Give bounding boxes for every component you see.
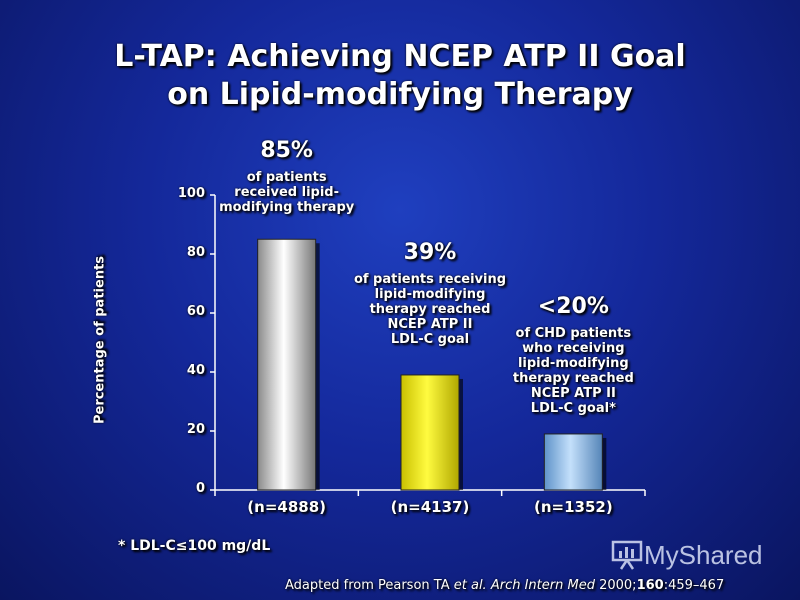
value-label: <20% (537, 294, 609, 319)
y-tick-label: 80 (186, 245, 205, 260)
bar (543, 433, 603, 491)
bar-annotation-line: therapy reached (369, 302, 491, 317)
x-category-label: (n=1352) (533, 498, 613, 516)
watermark-logo: MyShared (610, 538, 763, 572)
source-prefix: Adapted from Pearson TA (285, 578, 454, 593)
bar (400, 374, 460, 491)
source-volume: 160 (636, 578, 664, 593)
y-tick-label: 0 (195, 481, 205, 496)
bar-annotation-line: lipid-modifying (517, 356, 629, 371)
source-journal: Arch Intern Med (486, 578, 595, 593)
bar-annotation-line: of patients receiving (353, 272, 507, 287)
bar-annotation-line: who receiving (522, 341, 625, 356)
bar-annotation-line: therapy reached (512, 371, 634, 386)
source-etal: et al. (453, 578, 487, 593)
x-category-label: (n=4888) (247, 498, 327, 516)
title-line-2: on Lipid-modifying Therapy (167, 77, 633, 112)
bar-annotation: of CHD patients who receiving lipid-modify… (488, 326, 658, 416)
source-year: 2000; (594, 578, 637, 593)
bar-annotation-line: LDL-C goal (390, 332, 470, 347)
chart-bars (257, 238, 607, 491)
logo-text: MyShared (644, 539, 763, 570)
bar (257, 238, 317, 491)
footnote: * LDL-C≤100 mg/dL (118, 538, 271, 554)
bar-annotation-line: of CHD patients (515, 326, 632, 341)
y-tick-label: 20 (186, 422, 205, 437)
source-pages: :459–467 (663, 578, 725, 593)
y-tick-label: 60 (186, 304, 205, 319)
value-label: 85% (260, 138, 313, 163)
bar-annotation-line: of patients (246, 170, 327, 185)
bar-annotation-line: modifying therapy (219, 200, 355, 215)
bar-annotation-line: received lipid- (234, 185, 340, 200)
bar-annotation-line: lipid-modifying (374, 287, 486, 302)
bar-annotation-line: NCEP ATP II (530, 386, 616, 401)
y-tick-label: 100 (177, 186, 205, 201)
title-line-1: L-TAP: Achieving NCEP ATP II Goal (114, 39, 686, 74)
bar-annotation-line: LDL-C goal* (530, 401, 616, 416)
source-citation: Adapted from Pearson TA et al. Arch Inte… (285, 578, 724, 593)
bar-annotation-line: NCEP ATP II (387, 317, 473, 332)
value-label: 39% (403, 240, 457, 265)
bar-annotation: of patients receiving lipid-modifying ther… (345, 272, 515, 347)
slide-title: L-TAP: Achieving NCEP ATP II Goal on Lip… (0, 38, 800, 114)
y-axis-label: Percentage of patients (92, 255, 108, 425)
x-category-label: (n=4137) (390, 498, 470, 516)
bar-annotation: of patients received lipid-modifying ther… (202, 170, 372, 215)
y-tick-label: 40 (186, 363, 205, 378)
presentation-icon (611, 540, 643, 570)
